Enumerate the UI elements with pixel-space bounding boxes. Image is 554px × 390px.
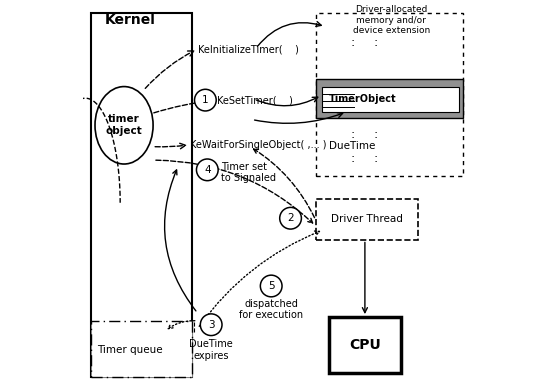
Text: KeWaitForSingleObject( ,... ): KeWaitForSingleObject( ,... )	[190, 140, 326, 150]
FancyArrowPatch shape	[254, 149, 315, 218]
Text: Driver-allocated
memory and/or
device extension: Driver-allocated memory and/or device ex…	[352, 5, 430, 35]
Text: 1: 1	[202, 95, 209, 105]
Text: :: :	[373, 152, 378, 165]
FancyArrowPatch shape	[258, 21, 321, 46]
Bar	[316, 199, 418, 239]
Text: :: :	[350, 35, 355, 48]
Circle shape	[201, 314, 222, 335]
FancyArrowPatch shape	[257, 97, 318, 106]
FancyArrowPatch shape	[165, 170, 196, 311]
FancyArrowPatch shape	[168, 321, 195, 329]
Text: TimerObject: TimerObject	[329, 94, 397, 104]
Circle shape	[260, 275, 282, 297]
Circle shape	[197, 159, 218, 181]
Text: 5: 5	[268, 281, 274, 291]
FancyArrowPatch shape	[254, 113, 343, 123]
Circle shape	[194, 89, 216, 111]
Bar	[91, 13, 192, 377]
Text: KeInitializeTimer(    ): KeInitializeTimer( )	[198, 45, 299, 55]
FancyArrowPatch shape	[199, 231, 320, 326]
Bar	[316, 13, 463, 176]
Text: 2: 2	[287, 213, 294, 223]
Text: :: :	[350, 152, 355, 165]
Bar	[321, 87, 459, 112]
Text: Driver Thread: Driver Thread	[331, 214, 403, 224]
Text: dispatched
for execution: dispatched for execution	[239, 299, 303, 320]
Text: CPU: CPU	[349, 338, 381, 352]
Ellipse shape	[95, 87, 153, 164]
Text: Kernel: Kernel	[104, 12, 155, 27]
Text: 3: 3	[208, 320, 214, 330]
Text: Timer set
to Signaled: Timer set to Signaled	[221, 162, 276, 183]
FancyArrowPatch shape	[156, 160, 312, 223]
Text: DueTime: DueTime	[329, 141, 376, 151]
Text: :: :	[373, 128, 378, 142]
Text: Timer queue: Timer queue	[97, 345, 163, 355]
FancyArrowPatch shape	[362, 242, 367, 313]
Text: timer
object: timer object	[106, 115, 142, 136]
Text: 4: 4	[204, 165, 211, 175]
Bar	[91, 321, 192, 377]
Bar	[316, 79, 463, 117]
Text: KeSetTimer(    ): KeSetTimer( )	[217, 95, 293, 105]
Text: :: :	[373, 35, 378, 48]
Text: :: :	[350, 128, 355, 142]
Text: DueTime
expires: DueTime expires	[189, 339, 233, 361]
Circle shape	[280, 207, 301, 229]
Bar	[329, 317, 401, 373]
